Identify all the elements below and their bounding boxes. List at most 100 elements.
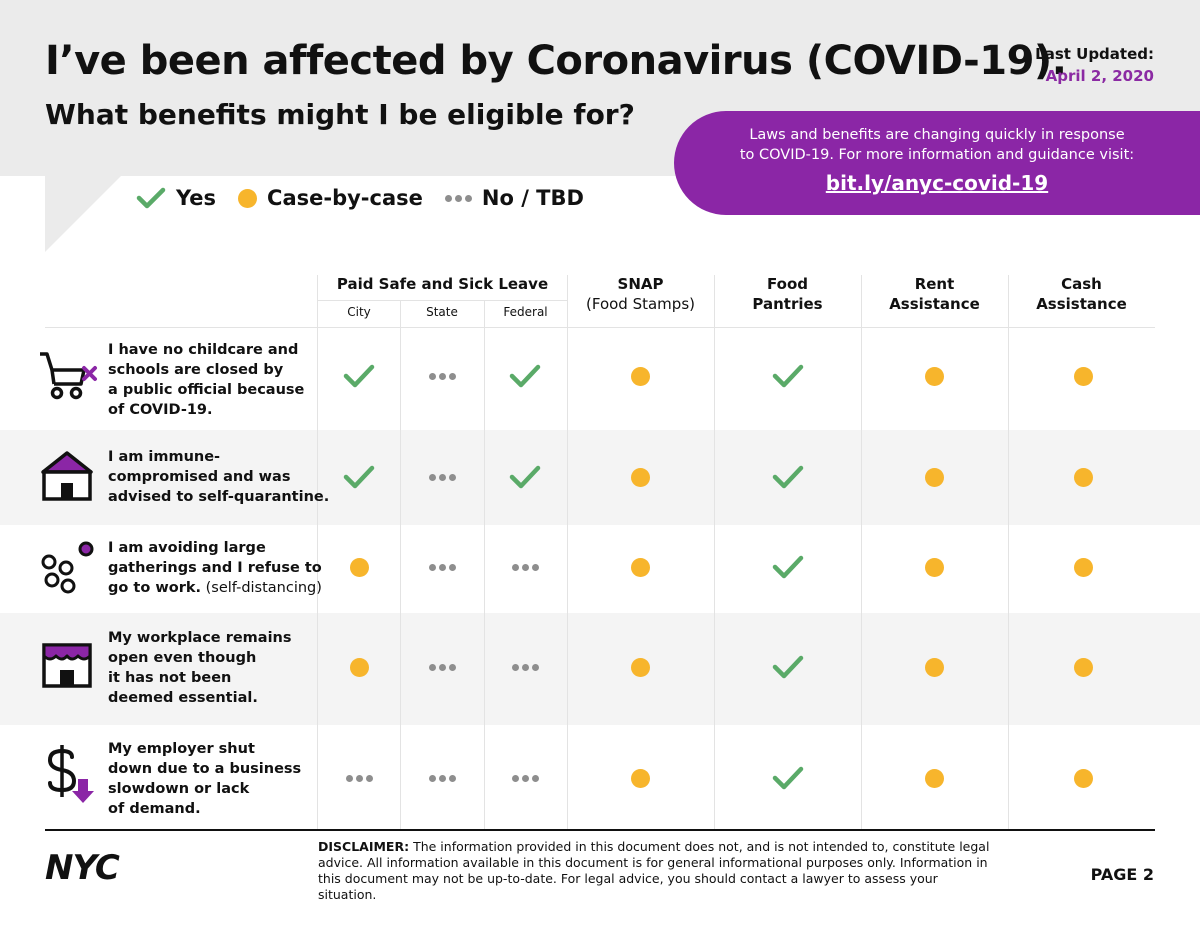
last-updated-date: April 2, 2020: [1045, 67, 1154, 85]
status-cell: [768, 652, 808, 682]
status-cell: [620, 361, 660, 391]
legend-yes-label: Yes: [176, 186, 217, 210]
status-cell: [339, 763, 379, 793]
yellow-dot-icon: [1073, 366, 1093, 386]
header-food-line1: Food: [767, 275, 808, 293]
check-icon: [509, 364, 541, 388]
row-text-bold: go to work.: [108, 580, 201, 596]
yellow-dot-icon: [630, 657, 650, 677]
dollar-down-icon: [47, 745, 94, 803]
header-federal: Federal: [503, 305, 548, 319]
status-cell: [422, 462, 462, 492]
check-icon: [772, 655, 804, 679]
status-cell: [620, 462, 660, 492]
page-title: I’ve been affected by Coronavirus (COVID…: [45, 38, 1067, 84]
ellipsis-icon: [444, 194, 472, 202]
grid-line: [567, 275, 568, 829]
info-link[interactable]: bit.ly/anyc-covid-19: [825, 171, 1049, 195]
status-cell: [1063, 361, 1103, 391]
status-cell: [1063, 652, 1103, 682]
row-text-line: open even though: [108, 650, 257, 666]
stroller-icon: [40, 352, 97, 400]
footer-rule: [45, 829, 1155, 831]
row-text-line: of demand.: [108, 801, 201, 817]
yellow-dot-icon: [349, 557, 369, 577]
check-icon: [772, 555, 804, 579]
nyc-logo: NYC: [45, 848, 120, 888]
status-cell: [768, 763, 808, 793]
status-cell: [620, 652, 660, 682]
yellow-dot-icon: [924, 467, 944, 487]
header-state: State: [426, 305, 458, 319]
status-cell: [422, 552, 462, 582]
yellow-dot-icon: [924, 657, 944, 677]
grid-line: [318, 300, 567, 301]
ellipsis-icon: [428, 563, 456, 571]
row-background: [0, 430, 1200, 525]
yellow-dot-icon: [630, 557, 650, 577]
check-icon: [343, 465, 375, 489]
status-cell: [914, 361, 954, 391]
status-cell: [339, 652, 379, 682]
ellipsis-icon: [511, 663, 539, 671]
header-paid-leave: Paid Safe and Sick Leave: [336, 275, 549, 293]
status-cell: [422, 763, 462, 793]
header-cash: Cash Assistance: [1008, 274, 1155, 314]
header-food-pantries: Food Pantries: [714, 274, 861, 314]
row-text-line: advised to self-quarantine.: [108, 489, 330, 505]
yellow-dot-icon: [630, 467, 650, 487]
status-cell: [339, 552, 379, 582]
yellow-dot-icon: [924, 366, 944, 386]
grid-line: [400, 300, 401, 829]
grid-line: [1008, 275, 1009, 829]
yellow-dot-icon: [924, 557, 944, 577]
row-text-line: schools are closed by: [108, 362, 284, 378]
legend: Yes Case-by-case No / TBD: [136, 186, 606, 210]
status-cell: [505, 652, 545, 682]
status-cell: [505, 462, 545, 492]
ellipsis-icon: [511, 563, 539, 571]
row-text-line: My workplace remains: [108, 630, 292, 646]
row-text-line: slowdown or lack: [108, 781, 250, 797]
row-text-employer: My employer shut down due to a business …: [108, 739, 301, 819]
disclaimer-label: DISCLAIMER:: [318, 839, 410, 854]
last-updated-label: Last Updated:: [1035, 45, 1154, 63]
check-icon: [509, 465, 541, 489]
grid-line: [484, 300, 485, 829]
row-background: [0, 613, 1200, 725]
ellipsis-icon: [428, 372, 456, 380]
ellipsis-icon: [428, 663, 456, 671]
header-snap-line2: (Food Stamps): [586, 295, 695, 313]
check-icon: [772, 465, 804, 489]
row-text-line: I am immune-: [108, 449, 221, 465]
disclaimer-text: The information provided in this documen…: [318, 839, 990, 902]
status-cell: [339, 462, 379, 492]
ellipsis-icon: [511, 774, 539, 782]
row-text-line: of COVID-19.: [108, 402, 213, 418]
status-cell: [768, 361, 808, 391]
header-rent-line1: Rent: [914, 275, 955, 293]
yellow-dot-icon: [349, 657, 369, 677]
row-text-note: (self-distancing): [201, 580, 322, 596]
disclaimer: DISCLAIMER: The information provided in …: [318, 839, 998, 903]
legend-case-label: Case-by-case: [267, 186, 423, 210]
yellow-dot-icon: [630, 366, 650, 386]
yellow-dot-icon: [924, 768, 944, 788]
status-cell: [1063, 552, 1103, 582]
legend-no-label: No / TBD: [481, 186, 584, 210]
row-text-line: I have no childcare and: [108, 342, 299, 358]
info-box: Laws and benefits are changing quickly i…: [674, 111, 1200, 215]
grid-line: [45, 327, 1155, 328]
header-cash-line1: Cash: [1061, 275, 1102, 293]
status-cell: [422, 652, 462, 682]
grid-line: [317, 275, 318, 829]
yellow-dot-icon: [1073, 657, 1093, 677]
last-updated: Last Updated: April 2, 2020: [1035, 43, 1154, 87]
row-text-line: compromised and was: [108, 469, 291, 485]
info-line-2: to COVID-19. For more information and gu…: [739, 147, 1135, 163]
crowd-icon: [41, 541, 94, 594]
row-text-immune: I am immune- compromised and was advised…: [108, 447, 329, 507]
legend-case: Case-by-case: [238, 186, 423, 210]
yellow-dot-icon: [1073, 557, 1093, 577]
status-cell: [505, 361, 545, 391]
